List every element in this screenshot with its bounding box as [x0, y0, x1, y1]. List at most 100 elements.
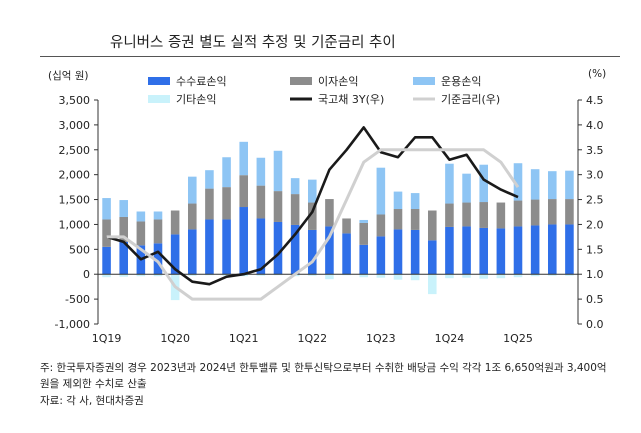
bar-수수료손익-1Q21 [239, 207, 248, 275]
bar-운용손익-4Q22 [359, 219, 368, 223]
bar-이자손익-1Q25 [513, 200, 523, 227]
bar-기타손익-1Q24 [445, 274, 454, 279]
bar-수수료손익-1Q22 [308, 229, 317, 275]
bar-이자손익-1Q21 [239, 175, 248, 208]
bar-운용손익-1Q22 [308, 179, 317, 203]
x-tick-label: 1Q19 [92, 332, 122, 345]
bar-이자손익-4Q23 [428, 210, 437, 241]
bar-기타손익-2Q21 [256, 274, 266, 276]
left-tick-label: 2,500 [59, 144, 91, 157]
bar-이자손익-1Q24 [445, 203, 454, 227]
bar-이자손익-1Q19 [102, 219, 111, 247]
bar-운용손익-3Q24 [479, 164, 488, 203]
bar-이자손익-3Q25 [548, 199, 557, 225]
x-tick-label: 1Q24 [435, 332, 465, 345]
bar-이자손익-2Q23 [393, 209, 403, 230]
bar-운용손익-4Q21 [290, 178, 300, 195]
bar-운용손익-2Q24 [462, 173, 471, 203]
chart-title: 유니버스 증권 별도 실적 추정 및 기준금리 추이 [110, 35, 396, 51]
bar-운용손익-3Q20 [205, 170, 214, 189]
legend-label-기준금리(우): 기준금리(우) [441, 93, 500, 106]
bar-수수료손익-2Q22 [325, 226, 334, 275]
bar-기타손익-2Q19 [119, 274, 128, 277]
x-tick-label: 1Q25 [503, 332, 533, 345]
bar-기타손익-4Q19 [153, 274, 163, 277]
bar-이자손익-3Q21 [273, 191, 283, 222]
bar-이자손익-2Q20 [188, 203, 197, 230]
bar-이자손익-2Q24 [462, 202, 471, 227]
bar-운용손익-2Q23 [393, 191, 403, 210]
bar-이자손익-1Q22 [308, 202, 317, 230]
line-국고채 3Y(우) [106, 126, 519, 286]
left-tick-label: 1,000 [59, 218, 91, 231]
footnote-line-1: 주: 한국투자증권의 경우 2023년과 2024년 한투밸류 및 한투신탁으로… [40, 362, 607, 374]
bar-수수료손익-1Q25 [513, 226, 523, 275]
footnote-line-2: 원을 제외한 수치로 산출 [40, 378, 147, 390]
bar-운용손익-2Q25 [530, 169, 540, 200]
bar-수수료손익-4Q20 [222, 219, 231, 275]
bar-기타손익-2Q20 [188, 274, 197, 276]
bar-기타손익-4Q20 [222, 274, 231, 276]
source-note: 자료: 각 사, 현대차증권 [40, 395, 144, 407]
bar-이자손익-2Q25 [530, 199, 540, 226]
bar-수수료손익-4Q19 [153, 243, 163, 275]
bar-수수료손익-3Q23 [410, 229, 420, 275]
bar-이자손익-3Q23 [410, 209, 420, 230]
bar-기타손익-1Q25 [513, 274, 523, 278]
bar-기타손익-2Q23 [393, 274, 403, 280]
bar-운용손익-3Q23 [410, 193, 420, 210]
bar-운용손익-2Q19 [119, 200, 128, 217]
bar-수수료손익-2Q19 [119, 241, 128, 275]
right-tick-label: 1.5 [586, 243, 604, 256]
title-divider [40, 56, 620, 57]
bar-운용손익-4Q25 [565, 170, 574, 200]
right-tick-label: 2.5 [586, 194, 604, 207]
bar-운용손익-2Q20 [188, 176, 197, 204]
bar-이자손익-1Q23 [376, 214, 386, 237]
left-tick-label: 3,000 [59, 119, 91, 132]
bar-이자손익-4Q22 [359, 222, 368, 245]
legend-label-운용손익: 운용손익 [441, 75, 481, 88]
left-tick-label: -500 [65, 293, 90, 306]
bar-수수료손익-1Q20 [170, 234, 180, 275]
bar-기타손익-2Q25 [530, 274, 540, 277]
bar-이자손익-2Q22 [325, 199, 334, 227]
bar-운용손익-1Q19 [102, 198, 111, 220]
bar-수수료손익-2Q20 [188, 229, 197, 275]
bar-이자손익-2Q19 [119, 216, 128, 242]
left-tick-label: 3,500 [59, 94, 91, 107]
bar-기타손익-4Q23 [428, 274, 437, 295]
right-tick-label: 0.0 [586, 318, 604, 331]
bar-수수료손익-2Q25 [530, 225, 540, 275]
bar-수수료손익-4Q25 [565, 224, 574, 275]
bar-기타손익-2Q24 [462, 274, 471, 278]
bar-이자손익-4Q20 [222, 187, 231, 220]
bar-운용손익-2Q21 [256, 157, 266, 186]
bar-기타손익-3Q25 [548, 274, 557, 276]
bar-수수료손익-3Q24 [479, 227, 488, 275]
left-tick-label: 2,000 [59, 169, 91, 182]
bar-수수료손익-3Q20 [205, 219, 214, 275]
bar-이자손익-4Q24 [496, 202, 506, 229]
bar-이자손익-1Q20 [170, 210, 180, 235]
legend-label-수수료손익: 수수료손익 [176, 75, 227, 88]
left-axis-unit: (십억 원) [48, 70, 89, 82]
legend-swatch-이자손익 [290, 77, 312, 85]
right-tick-label: 2.0 [586, 218, 604, 231]
bar-수수료손익-4Q24 [496, 228, 506, 275]
bar-운용손익-1Q21 [239, 141, 248, 176]
x-tick-label: 1Q23 [366, 332, 396, 345]
bar-운용손익-4Q19 [153, 211, 163, 220]
bar-기타손익-1Q23 [376, 274, 386, 278]
bar-이자손익-2Q21 [256, 185, 266, 219]
bar-이자손익-3Q24 [479, 202, 488, 228]
bar-수수료손익-2Q24 [462, 226, 471, 275]
x-tick-label: 1Q20 [160, 332, 190, 345]
bar-수수료손익-4Q21 [290, 224, 300, 275]
bar-수수료손익-4Q22 [359, 244, 368, 275]
bar-수수료손익-3Q22 [342, 233, 351, 275]
bar-운용손익-1Q24 [445, 163, 454, 204]
legend-label-이자손익: 이자손익 [318, 75, 358, 88]
right-tick-label: 1.0 [586, 268, 604, 281]
